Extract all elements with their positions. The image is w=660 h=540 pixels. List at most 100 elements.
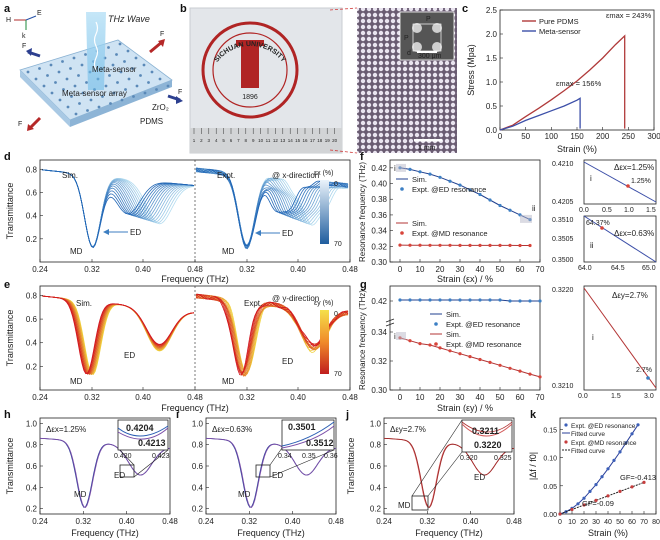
chart-e-md-label-expt: MD bbox=[222, 377, 235, 386]
d-curves-curve-9 bbox=[41, 169, 195, 248]
pillar-dot bbox=[84, 53, 87, 56]
chart-f-point bbox=[508, 243, 512, 247]
chart-f-ytick-label: 0.42 bbox=[371, 164, 387, 173]
pillar-dot bbox=[78, 102, 81, 105]
h-plot-ytick-label: 0.6 bbox=[26, 462, 38, 471]
inset-j-curve-2 bbox=[461, 421, 513, 433]
pillar-dot bbox=[134, 56, 138, 60]
inset-j-value-1: 0.3220 bbox=[474, 440, 502, 450]
legend-f-label-2: Sim. bbox=[412, 219, 427, 228]
chart-g-xtick-label: 60 bbox=[516, 393, 525, 402]
annotation-k-gf-md: GF=-0.09 bbox=[582, 499, 614, 508]
pillar-dot bbox=[72, 56, 76, 60]
chart-g-point-md bbox=[468, 355, 472, 359]
chart-k-xtick-label: 20 bbox=[580, 519, 588, 526]
pillar-dot bbox=[150, 70, 154, 74]
ruler-number: 9 bbox=[252, 138, 255, 143]
thz-beam bbox=[86, 12, 106, 90]
legend-g-swatch-1 bbox=[434, 322, 438, 326]
inset-f-top-line bbox=[583, 161, 657, 203]
chart-e-sim-label: Sim. bbox=[76, 299, 92, 308]
colorbar-d-label: εx (%) bbox=[314, 170, 333, 177]
d-curves-curve-12 bbox=[41, 169, 195, 248]
chart-d-ytick-label: 0.2 bbox=[26, 235, 38, 244]
chart-k-ytick-label: 0.00 bbox=[543, 512, 557, 519]
chart-g-xtick-label: 20 bbox=[436, 393, 445, 402]
chart-f-xtick-label: 20 bbox=[436, 265, 445, 274]
legend-f-label-3: Expt. @MD resonance bbox=[412, 229, 488, 238]
chart-f-point bbox=[458, 183, 462, 187]
chart-i-xlabel: Frequency (THz) bbox=[237, 528, 305, 538]
chart-d-xtick-label: 0.40 bbox=[290, 265, 306, 274]
pillar-dot bbox=[139, 74, 142, 77]
panel-g-inset: 0.3220 0.3210 0.0 1.5 3.0 Δεy=2.7% 2.7% … bbox=[552, 285, 657, 400]
chart-i-delta: Δεx=0.63% bbox=[212, 425, 252, 434]
chart-g-frame bbox=[389, 285, 541, 391]
j-plot-ytick-label: 0.8 bbox=[370, 441, 382, 450]
chart-f-point bbox=[508, 208, 512, 212]
inset-f-bottom-xtick-0: 64.0 bbox=[578, 265, 592, 272]
chart-d-sim-label: Sim. bbox=[62, 171, 78, 180]
chart-g-point-md bbox=[518, 369, 522, 373]
i-plot-xtick-label: 0.40 bbox=[285, 517, 301, 526]
chart-e-curves bbox=[41, 293, 349, 377]
chart-k-xtick-label: 40 bbox=[604, 519, 612, 526]
chart-d-xtick-label: 0.32 bbox=[239, 265, 255, 274]
i-plot-curve-1 bbox=[205, 437, 337, 508]
university-seal bbox=[201, 21, 299, 119]
chart-g-point-ed bbox=[438, 298, 442, 302]
chart-e-md-label-sim: MD bbox=[70, 377, 83, 386]
inset-f-bottom-delta: Δεx=0.63% bbox=[614, 229, 654, 238]
legend-c-label-0: Pure PDMS bbox=[539, 17, 579, 26]
ruler-number: 10 bbox=[258, 138, 264, 143]
inset-f-bottom-ytick-2: 0.3500 bbox=[552, 257, 574, 264]
chart-k-xtick-label: 0 bbox=[558, 519, 562, 526]
ruler-number: 16 bbox=[302, 138, 308, 143]
pillar-dot bbox=[118, 42, 122, 46]
chart-d-xtick-label: 0.48 bbox=[187, 265, 203, 274]
zoom-line-top bbox=[329, 7, 358, 11]
axis-break-icon bbox=[385, 318, 395, 327]
chart-e-xtick-label: 0.40 bbox=[135, 393, 151, 402]
chart-f-point bbox=[468, 188, 472, 192]
chart-k-ylabel: |Δf / f0| bbox=[528, 452, 538, 480]
inset-f-bottom-frame bbox=[583, 215, 657, 263]
chart-g-point-md bbox=[488, 360, 492, 364]
chart-c-xlabel: Strain (%) bbox=[557, 144, 597, 154]
legend-f-label-1: Expt. @ED resonance bbox=[412, 185, 486, 194]
inset-g-line bbox=[583, 287, 657, 389]
pillar-dot bbox=[155, 88, 158, 91]
j-plot-curve-1 bbox=[383, 437, 515, 508]
ruler-number: 3 bbox=[208, 138, 211, 143]
inset-f-top-xtick-1: 0.5 bbox=[602, 207, 612, 214]
pillar-dot bbox=[65, 77, 69, 81]
i-plot-xtick-label: 0.48 bbox=[328, 517, 344, 526]
pillar-dot bbox=[166, 84, 170, 88]
chart-g-xtick-label: 10 bbox=[416, 393, 425, 402]
chart-g-point-md bbox=[458, 352, 462, 356]
chart-f-ytick-label: 0.40 bbox=[371, 180, 387, 189]
chart-i-zoom-box bbox=[255, 464, 271, 478]
chart-f-point bbox=[488, 198, 492, 202]
inset-f-top-xtick-2: 1.0 bbox=[624, 207, 634, 214]
e-curves-curve-11 bbox=[41, 295, 195, 375]
h-plot-xtick-label: 0.40 bbox=[119, 517, 135, 526]
chart-f-ytick-label: 0.34 bbox=[371, 227, 387, 236]
inset-i-frame bbox=[281, 419, 335, 451]
pillar-dot bbox=[74, 112, 78, 116]
chart-f-highlight-ii bbox=[520, 214, 532, 223]
ruler-number: 7 bbox=[237, 138, 240, 143]
inset-i-curve-2 bbox=[281, 425, 335, 449]
chart-c-ytick-label: 1.5 bbox=[486, 54, 498, 63]
colorbar-e-max: 70 bbox=[334, 371, 342, 378]
force-fx-label-top: F bbox=[160, 31, 164, 38]
legend-g-label-3: Expt. @MD resonance bbox=[446, 340, 522, 349]
panel-e: e 0.24 0.32 0.40 0.48 0.32 0.40 0.480.20.40.60… bbox=[4, 279, 358, 413]
chart-e-ytick-label: 0.4 bbox=[26, 339, 38, 348]
j-plot-xtick-label: 0.48 bbox=[506, 517, 522, 526]
ruler-ticks: 1 2 3 4 5 6 7 8 9 10 11 12 13 14 15 16 17 18 19 20 bbox=[193, 128, 338, 143]
legend-f-swatch-1 bbox=[400, 187, 404, 191]
ruler-number: 4 bbox=[215, 138, 218, 143]
pillar-dot bbox=[123, 60, 126, 63]
chart-g-point-md bbox=[508, 366, 512, 370]
